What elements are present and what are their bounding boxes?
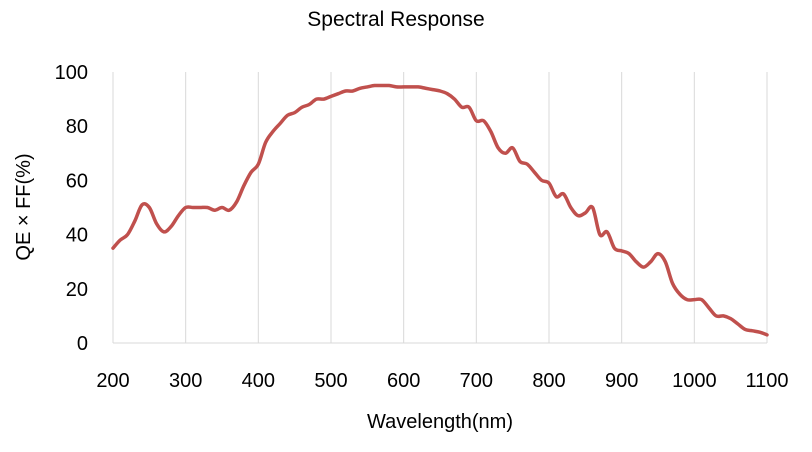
x-tick-label-600: 600 [387,370,420,392]
x-tick-labels: 200 300 400 500 600 700 800 900 1000 1100 [96,370,788,392]
y-tick-label-60: 60 [66,170,88,192]
x-tick-label-1100: 1100 [745,370,788,392]
x-tick-label-200: 200 [96,370,129,392]
x-tick-label-400: 400 [242,370,275,392]
y-tick-label-0: 0 [77,333,88,355]
x-tick-label-800: 800 [532,370,565,392]
x-axis-label: Wavelength(nm) [367,411,513,433]
y-tick-label-20: 20 [66,279,88,301]
x-tick-label-900: 900 [605,370,638,392]
x-tick-label-700: 700 [460,370,493,392]
gridlines [112,72,768,344]
x-tick-label-1000: 1000 [672,370,717,392]
y-tick-labels: 0 20 40 60 80 100 [55,62,88,355]
x-tick-label-500: 500 [314,370,347,392]
series-line-0 [111,83,769,337]
chart-title: Spectral Response [307,8,484,31]
y-axis-label: QE × FF(%) [13,153,35,260]
x-tick-label-300: 300 [169,370,202,392]
y-tick-label-100: 100 [55,62,88,84]
y-tick-label-40: 40 [66,225,88,247]
data-series [111,83,769,337]
y-tick-label-80: 80 [66,116,88,138]
